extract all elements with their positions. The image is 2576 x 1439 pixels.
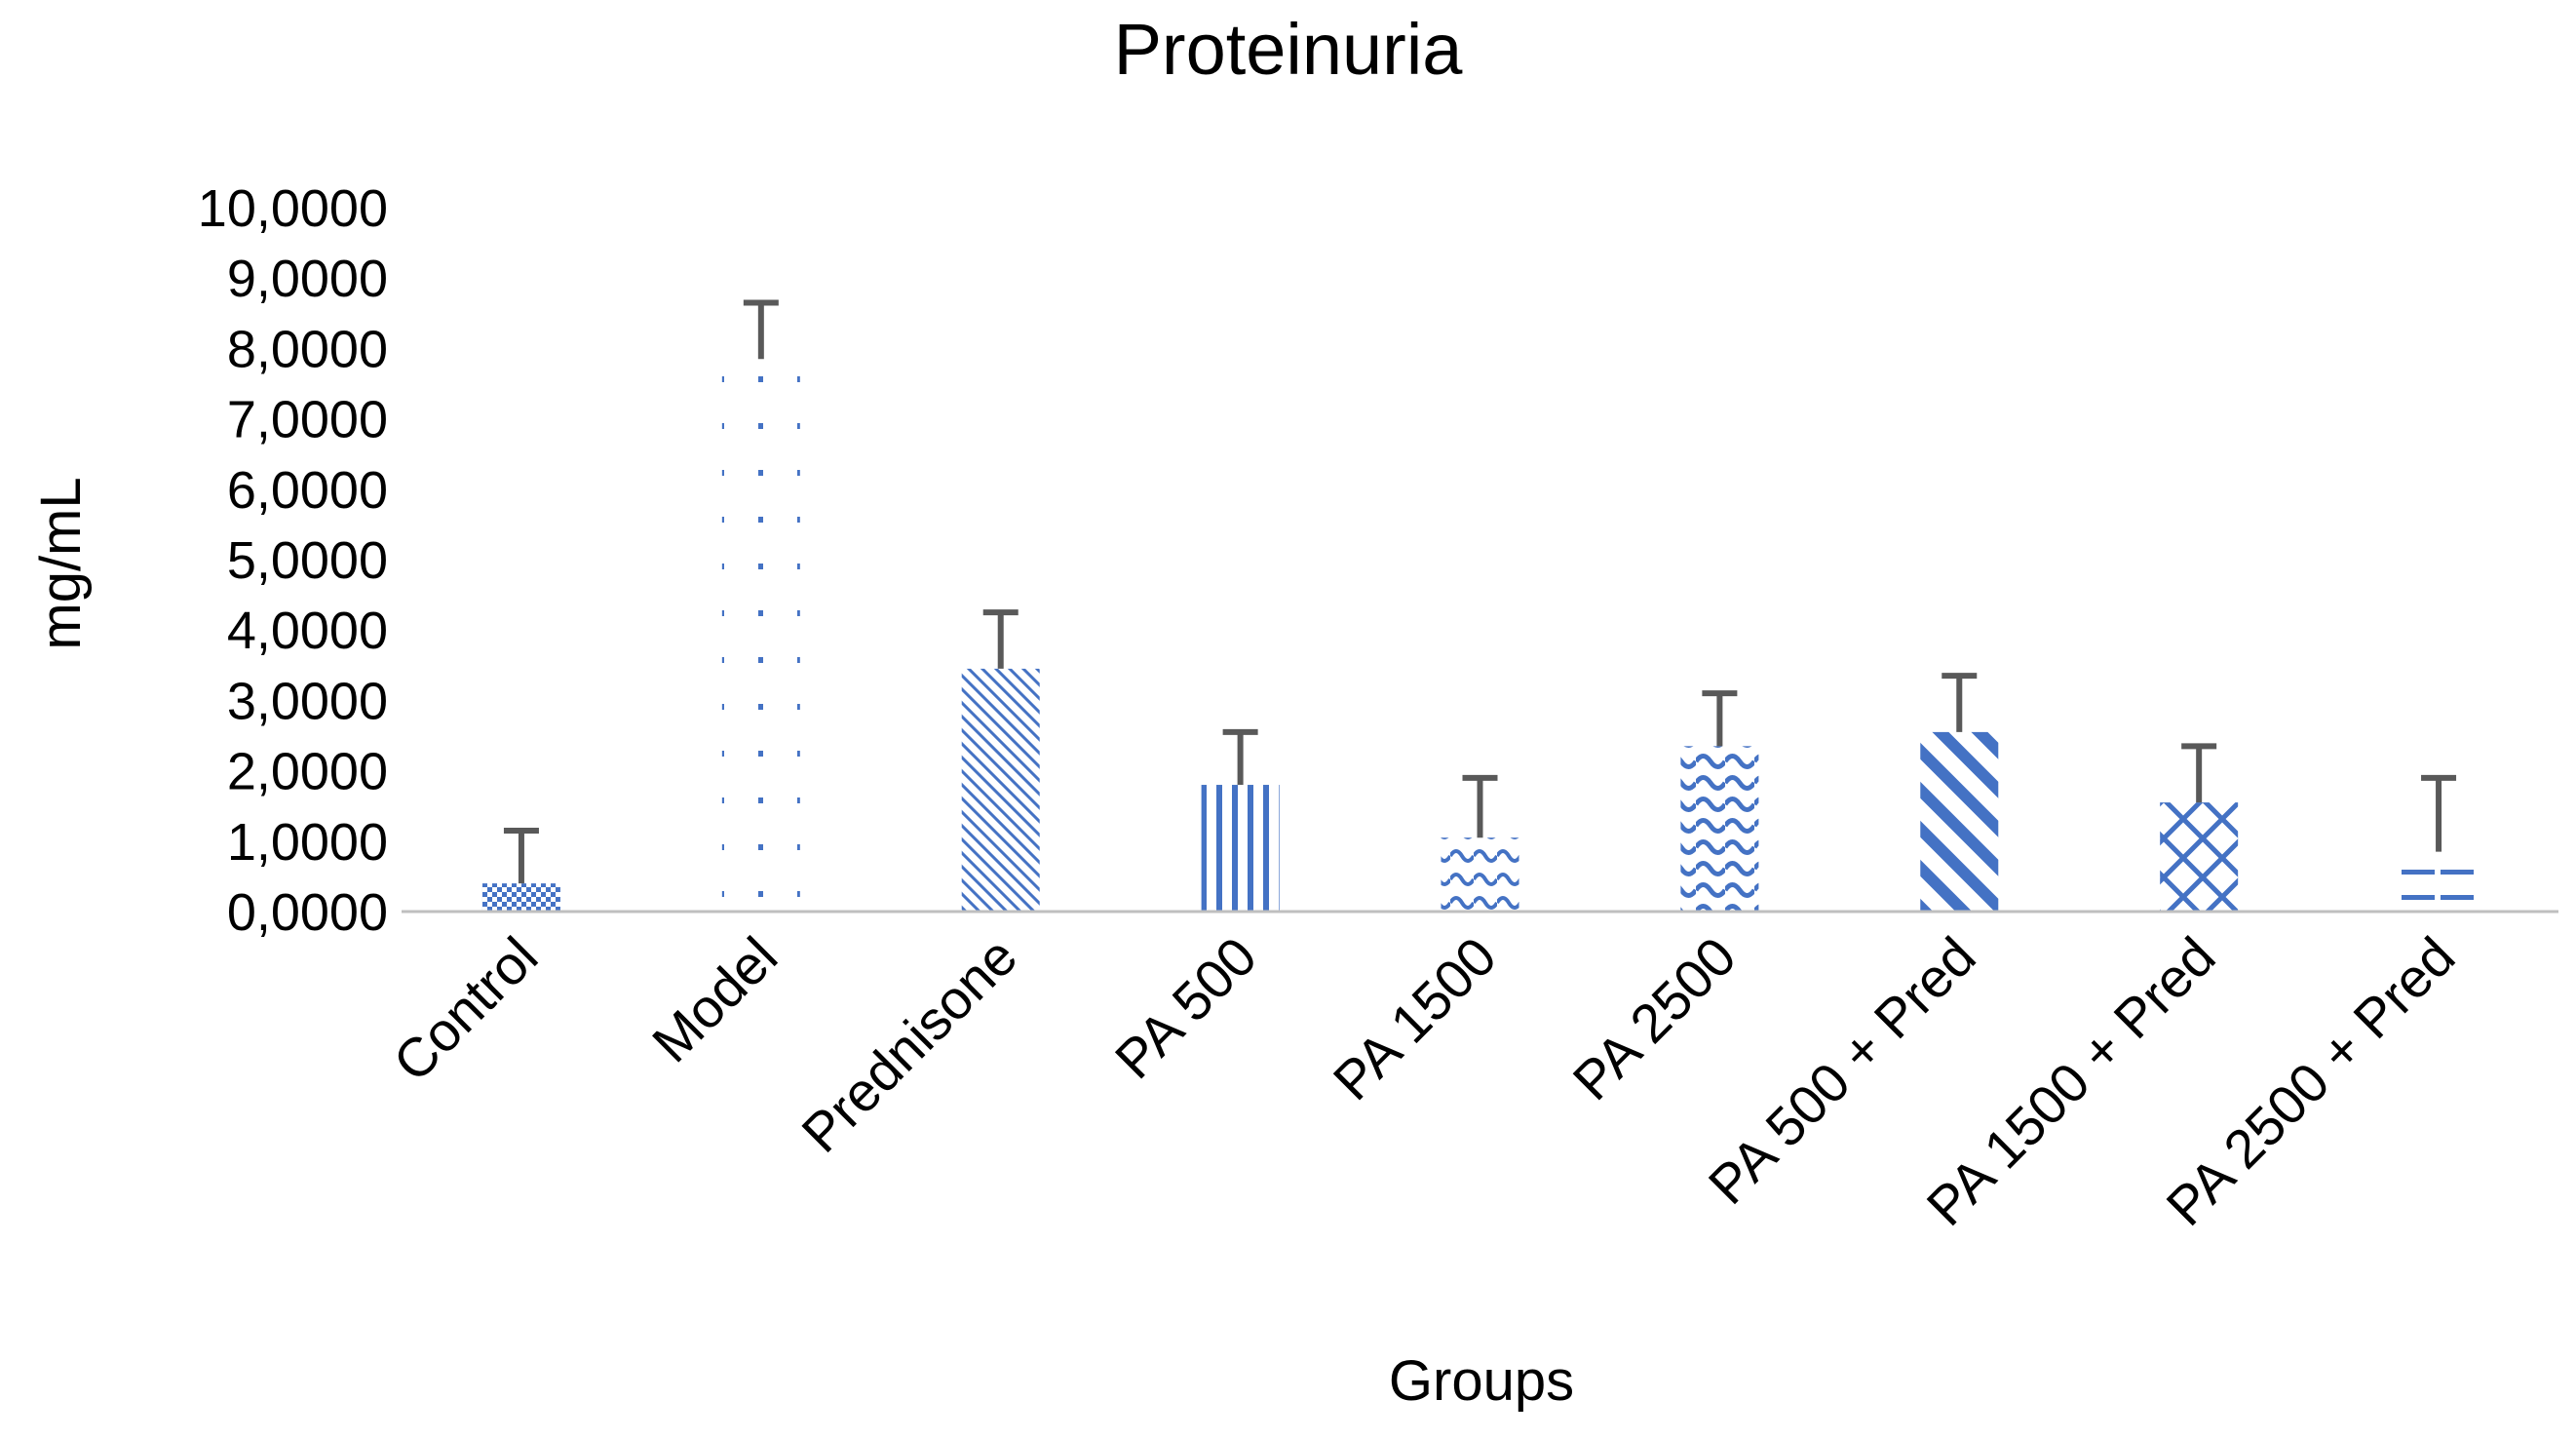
error-bar <box>2421 774 2457 852</box>
y-tick-label: 1,0000 <box>227 813 388 872</box>
bar-pa-2500 <box>1680 746 1759 912</box>
y-axis-tick-labels: 0,0000 1,0000 2,0000 3,0000 4,0000 5,0000 6,00… <box>198 179 388 942</box>
error-bar <box>743 299 779 360</box>
y-tick-label: 6,0000 <box>227 461 388 520</box>
bar-model <box>721 359 800 913</box>
category-labels: Control Model Prednisone PA 500 PA 1500 PA 25… <box>381 925 2466 1237</box>
y-tick-label: 2,0000 <box>227 743 388 801</box>
x-tick-label: Model <box>640 925 788 1073</box>
bar-pa-1500-pred <box>2160 802 2239 912</box>
bar-series <box>481 359 2479 913</box>
bar-control <box>481 883 560 912</box>
error-bar <box>982 609 1019 669</box>
y-tick-label: 10,0000 <box>198 179 388 238</box>
x-tick-label: PA 2500 <box>1561 925 1748 1111</box>
x-tick-label: PA 500 <box>1103 925 1268 1090</box>
error-bar <box>1462 774 1498 838</box>
x-tick-label: PA 1500 <box>1322 925 1508 1111</box>
y-tick-label: 8,0000 <box>227 320 388 378</box>
error-bar <box>1222 728 1258 786</box>
error-bar <box>1942 673 1978 732</box>
y-tick-label: 0,0000 <box>227 883 388 942</box>
y-axis-title: mg/mL <box>29 477 93 649</box>
bar-pa-500 <box>1201 785 1280 912</box>
chart-title: Proteinuria <box>1113 9 1463 90</box>
bar-prednisone <box>961 668 1040 912</box>
error-bar <box>2181 743 2217 803</box>
x-tick-label: Control <box>381 925 549 1093</box>
y-tick-label: 7,0000 <box>227 391 388 449</box>
error-bar <box>1702 690 1738 747</box>
y-tick-label: 3,0000 <box>227 672 388 730</box>
y-tick-label: 5,0000 <box>227 531 388 590</box>
bar-pa-1500 <box>1441 837 1519 912</box>
y-tick-label: 9,0000 <box>227 250 388 308</box>
error-bar <box>503 827 539 884</box>
x-tick-label: Prednisone <box>789 925 1028 1164</box>
bar-pa-2500-pred <box>2400 851 2479 912</box>
x-axis-title: Groups <box>1389 1349 1574 1413</box>
error-bars <box>503 299 2457 884</box>
bar-pa-500-pred <box>1920 731 1999 912</box>
y-tick-label: 4,0000 <box>227 602 388 660</box>
